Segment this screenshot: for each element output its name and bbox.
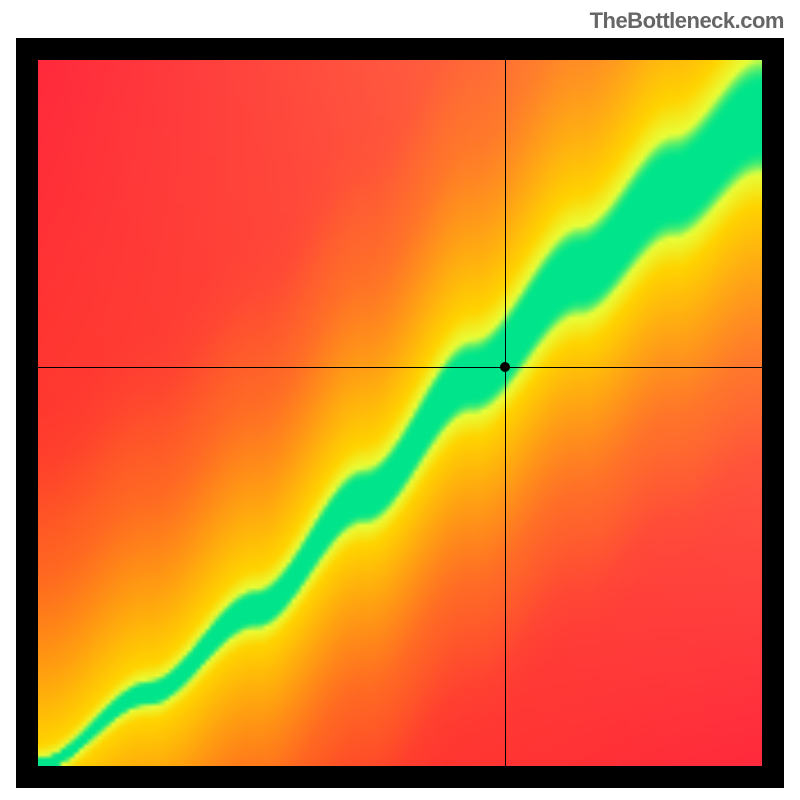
- crosshair-vertical-line: [505, 60, 506, 766]
- plot-area: [38, 60, 762, 766]
- plot-frame: [16, 38, 784, 788]
- watermark-text: TheBottleneck.com: [590, 8, 784, 34]
- crosshair-horizontal-line: [38, 367, 762, 368]
- crosshair-dot: [500, 362, 510, 372]
- bottleneck-heatmap: [38, 60, 762, 766]
- bottleneck-chart-container: { "watermark": "TheBottleneck.com", "wat…: [0, 0, 800, 800]
